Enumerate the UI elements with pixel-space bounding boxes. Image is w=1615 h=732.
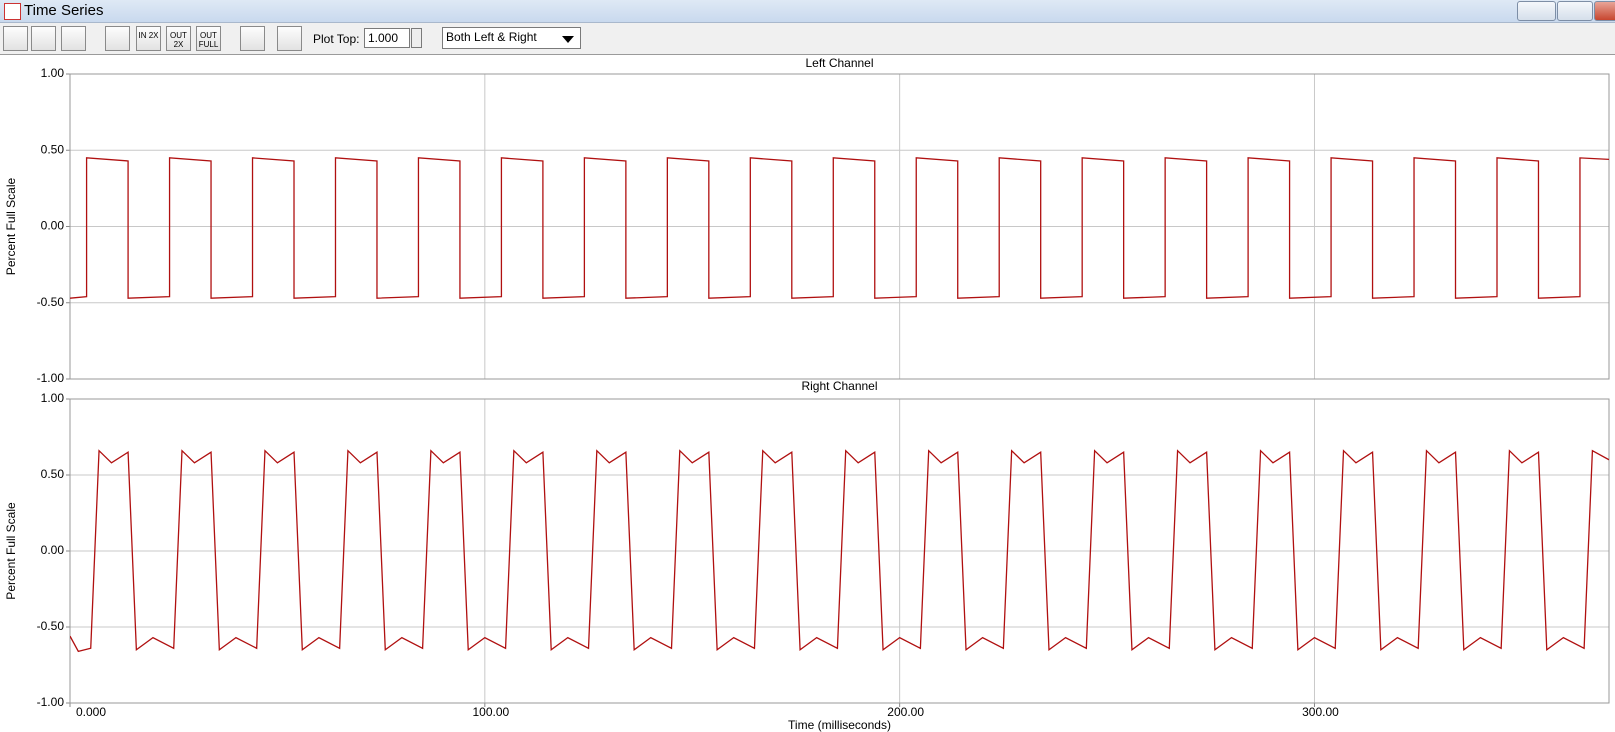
y-tick-label: 1.00 (41, 66, 65, 80)
chart-title: Right Channel (801, 379, 877, 393)
speaker-tool[interactable] (31, 26, 56, 51)
y-tick-label: 0.50 (41, 142, 65, 156)
y-tick-label: -1.00 (37, 695, 65, 709)
zoom-full-button[interactable]: OUT FULL (196, 26, 221, 51)
peak-tool[interactable] (61, 26, 86, 51)
y-tick-label: 0.50 (41, 467, 65, 481)
maximize-button[interactable] (1557, 1, 1593, 21)
app-icon (4, 3, 21, 20)
plot-top-input[interactable]: 1.000 (364, 28, 410, 48)
zoom-out-button[interactable]: OUT 2X (166, 26, 191, 51)
y-tick-label: 0.00 (41, 543, 65, 557)
x-tick-label: 100.00 (472, 705, 509, 719)
y-tick-label: -0.50 (37, 619, 65, 633)
plot-background (0, 55, 1615, 732)
signal-line (70, 157, 1609, 299)
chart-title: Left Channel (805, 56, 873, 70)
x-tick-label: 0.000 (76, 705, 106, 719)
y-axis-label: Percent Full Scale (4, 502, 18, 600)
x-tick-label: 200.00 (887, 705, 924, 719)
channel-select[interactable]: Both Left & Right (442, 27, 581, 49)
plot-frame (69, 73, 1610, 380)
close-button[interactable] (1594, 1, 1615, 21)
plot-frame (69, 398, 1610, 704)
y-tick-label: -0.50 (37, 295, 65, 309)
zoom-in-button[interactable]: IN 2X (136, 26, 161, 51)
plot-top-spinner[interactable] (411, 28, 422, 48)
window-title: Time Series (24, 2, 104, 19)
y-tick-label: 1.00 (41, 391, 65, 405)
y-axis-label: Percent Full Scale (4, 177, 18, 275)
toolbar: IN 2X OUT 2X OUT FULL Plot Top: 1.000 Bo… (0, 23, 1615, 55)
plot-top-label: Plot Top: (313, 32, 360, 46)
x-axis-label: Time (milliseconds) (788, 718, 891, 732)
y-tick-label: 0.00 (41, 219, 65, 233)
y-tick-label: -1.00 (37, 371, 65, 385)
zoom-tool[interactable] (105, 26, 130, 51)
dropdown-arrow (562, 36, 574, 43)
signal-line (70, 449, 1609, 653)
title-bar: Time Series (0, 0, 1615, 23)
minimize-button[interactable] (1517, 1, 1556, 21)
scale-button[interactable] (277, 26, 302, 51)
select-tool[interactable] (3, 26, 28, 51)
x-tick-label: 300.00 (1302, 705, 1339, 719)
layout-button[interactable] (240, 26, 265, 51)
